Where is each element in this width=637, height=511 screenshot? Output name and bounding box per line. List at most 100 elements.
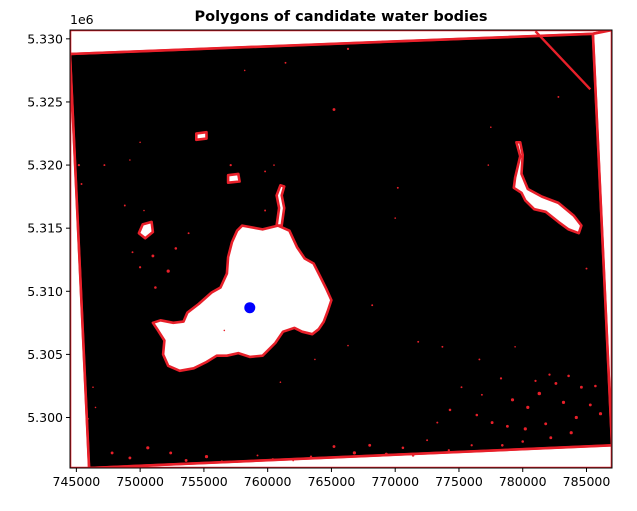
small-water-polygon (426, 439, 429, 442)
water-polygon-small-pond-1 (195, 130, 208, 142)
small-water-polygon (264, 170, 267, 173)
small-water-polygon (585, 267, 588, 270)
small-water-polygon (80, 183, 83, 185)
small-water-polygon (436, 421, 439, 424)
small-water-polygon (537, 391, 542, 396)
small-water-polygon (594, 384, 597, 388)
outline-line (534, 30, 592, 91)
small-water-polygon (273, 164, 275, 166)
small-water-polygon (499, 377, 503, 380)
small-water-polygon (514, 346, 516, 348)
plot-frame (69, 29, 613, 469)
small-water-polygon (574, 415, 578, 420)
small-water-polygon (441, 345, 444, 348)
small-water-polygon (396, 186, 399, 189)
small-water-polygon (131, 251, 134, 254)
x-tick-label: 780000 (499, 474, 547, 489)
small-water-polygon (223, 329, 226, 332)
outline-line (591, 33, 612, 446)
water-polygon-main-lake (151, 224, 333, 373)
x-tick-label: 785000 (563, 474, 611, 489)
small-water-polygon (447, 449, 450, 452)
small-water-polygon (332, 108, 336, 111)
small-water-polygon (284, 61, 287, 64)
small-water-polygon (510, 398, 515, 402)
small-water-polygon (103, 164, 106, 167)
small-water-polygon (204, 455, 209, 459)
small-water-polygon (174, 247, 178, 250)
small-water-polygon (526, 405, 530, 409)
small-water-polygon (490, 126, 492, 128)
small-water-polygon (92, 386, 94, 389)
y-offset-label: 1e6 (70, 12, 94, 27)
small-water-polygon (332, 445, 336, 448)
small-water-polygon (394, 217, 397, 219)
small-water-polygon (229, 163, 232, 167)
plot-area (70, 30, 612, 468)
x-axis: 745000 750000 755000 760000 765000 770000 7750… (53, 468, 611, 489)
small-water-polygon (505, 424, 509, 428)
y-tick-label: 5.305 (27, 347, 63, 362)
small-water-polygon (567, 374, 570, 378)
small-water-polygon (401, 446, 405, 450)
small-water-polygon (588, 403, 592, 407)
outline-line (70, 53, 91, 468)
x-tick-label: 755000 (180, 474, 228, 489)
small-water-polygon (579, 385, 583, 389)
y-tick-label: 5.325 (27, 94, 63, 109)
polygon-outlines (70, 30, 612, 468)
small-water-polygon (184, 458, 188, 462)
small-water-polygon (548, 373, 551, 376)
small-water-polygon (123, 204, 126, 207)
small-water-polygon (368, 443, 372, 447)
small-water-polygon (128, 456, 132, 460)
small-water-polygon (347, 344, 349, 347)
water-polygon-west-pond (137, 220, 155, 240)
water-polygon-lake-inlet (275, 184, 286, 227)
x-tick-label: 745000 (53, 474, 101, 489)
small-water-polygon (371, 304, 374, 307)
small-water-polygon (94, 406, 97, 409)
x-tick-label: 760000 (244, 474, 292, 489)
small-water-polygon (534, 379, 537, 383)
small-water-polygon (554, 381, 558, 385)
scatter-point (244, 302, 256, 314)
chart-title: Polygons of candidate water bodies (194, 9, 487, 25)
y-tick-label: 5.300 (27, 410, 63, 425)
small-water-polygon (187, 232, 190, 235)
water-polygon-small-pond-2 (226, 172, 241, 184)
small-water-polygon (243, 69, 246, 72)
small-water-polygon (139, 141, 141, 144)
small-water-polygon (143, 209, 145, 212)
small-water-polygon (460, 386, 463, 389)
x-tick-label: 770000 (371, 474, 419, 489)
small-water-polygon (480, 393, 483, 396)
outline-line (89, 444, 612, 468)
small-water-polygon (490, 421, 494, 425)
small-water-polygon (501, 444, 504, 447)
small-water-polygon (417, 340, 420, 343)
y-tick-label: 5.310 (27, 284, 63, 299)
small-water-polygon (314, 358, 316, 361)
water-polygon-east-lake (512, 141, 583, 235)
y-axis: 5.300 5.305 5.310 5.315 5.320 5.325 5.330 (27, 31, 70, 425)
small-water-polygon (154, 286, 157, 289)
y-tick-label: 5.315 (27, 221, 63, 236)
small-water-polygon (151, 254, 155, 258)
small-water-polygon (549, 436, 553, 440)
small-water-polygon (475, 413, 479, 417)
y-tick-label: 5.320 (27, 158, 63, 173)
small-water-polygon (352, 451, 356, 455)
small-water-polygon (598, 412, 603, 416)
small-water-polygon (557, 95, 560, 98)
small-water-polygon (561, 400, 566, 404)
x-tick-label: 765000 (308, 474, 356, 489)
small-water-polygon (478, 358, 481, 361)
small-water-polygon (166, 269, 170, 273)
small-water-polygon (487, 164, 490, 166)
small-water-polygon (470, 444, 473, 447)
small-water-polygon (138, 266, 142, 269)
x-tick-label: 775000 (435, 474, 483, 489)
small-water-polygon (256, 454, 259, 457)
